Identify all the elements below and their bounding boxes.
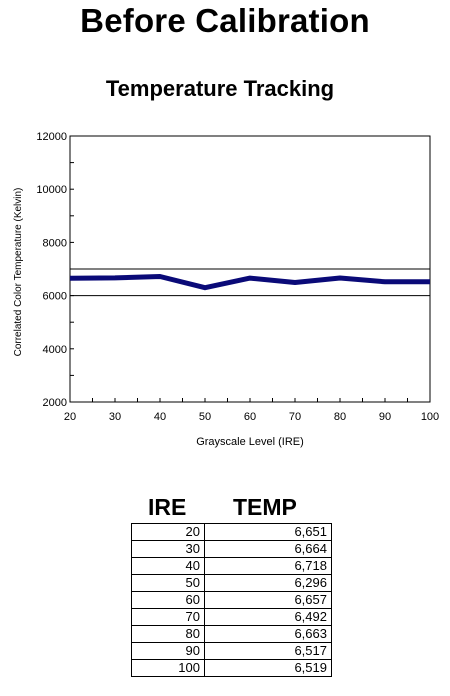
table-row: 60 6,657 <box>131 591 332 609</box>
temp-cell: 6,663 <box>204 625 332 643</box>
page-title: Before Calibration <box>80 2 370 39</box>
temperature-table: 20 6,651 30 6,664 40 6,718 50 6,296 60 6,657 70 6,4… <box>131 523 332 677</box>
temp-cell: 6,296 <box>204 574 332 592</box>
y-tick-label: 2000 <box>43 397 67 409</box>
ire-cell: 30 <box>131 540 205 558</box>
temp-cell: 6,517 <box>204 642 332 660</box>
y-tick-label: 12000 <box>36 131 67 143</box>
ire-cell: 50 <box>131 574 205 592</box>
temp-cell: 6,657 <box>204 591 332 609</box>
y-tick-label: 8000 <box>43 237 67 249</box>
ire-cell: 70 <box>131 608 205 626</box>
temperature-tracking-chart: 2000 4000 6000 8000 10000 12000 20 30 40 50 60 70 80… <box>13 131 439 448</box>
ire-cell: 100 <box>131 659 205 677</box>
table-row: 50 6,296 <box>131 574 332 592</box>
table-header-temp: TEMP <box>233 494 297 520</box>
x-tick-label: 60 <box>244 411 256 423</box>
table-row: 90 6,517 <box>131 642 332 660</box>
x-tick-label: 70 <box>289 411 301 423</box>
x-tick-label: 40 <box>154 411 166 423</box>
table-row: 30 6,664 <box>131 540 332 558</box>
x-tick-label: 30 <box>109 411 121 423</box>
chart-title: Temperature Tracking <box>105 76 335 101</box>
table-row: 20 6,651 <box>131 523 332 541</box>
temp-cell: 6,519 <box>204 659 332 677</box>
temp-cell: 6,651 <box>204 523 332 541</box>
y-tick-label: 10000 <box>36 184 67 196</box>
table-row: 40 6,718 <box>131 557 332 575</box>
x-tick-label: 20 <box>64 411 76 423</box>
ire-cell: 60 <box>131 591 205 609</box>
ire-cell: 90 <box>131 642 205 660</box>
y-tick-label: 4000 <box>43 344 67 356</box>
ire-cell: 80 <box>131 625 205 643</box>
temp-cell: 6,492 <box>204 608 332 626</box>
table-row: 70 6,492 <box>131 608 332 626</box>
temp-cell: 6,664 <box>204 540 332 558</box>
x-axis-label: Grayscale Level (IRE) <box>196 436 304 448</box>
series-line <box>69 274 430 291</box>
y-axis-label: Correlated Color Temperature (Kelvin) <box>13 188 24 357</box>
ire-cell: 40 <box>131 557 205 575</box>
table-row: 100 6,519 <box>131 659 332 677</box>
x-tick-label: 80 <box>334 411 346 423</box>
x-tick-label: 100 <box>421 411 439 423</box>
y-tick-label: 6000 <box>43 291 67 303</box>
ire-cell: 20 <box>131 523 205 541</box>
table-header-ire: IRE <box>148 494 187 520</box>
x-tick-label: 90 <box>379 411 391 423</box>
x-tick-label: 50 <box>199 411 211 423</box>
table-row: 80 6,663 <box>131 625 332 643</box>
temp-cell: 6,718 <box>204 557 332 575</box>
